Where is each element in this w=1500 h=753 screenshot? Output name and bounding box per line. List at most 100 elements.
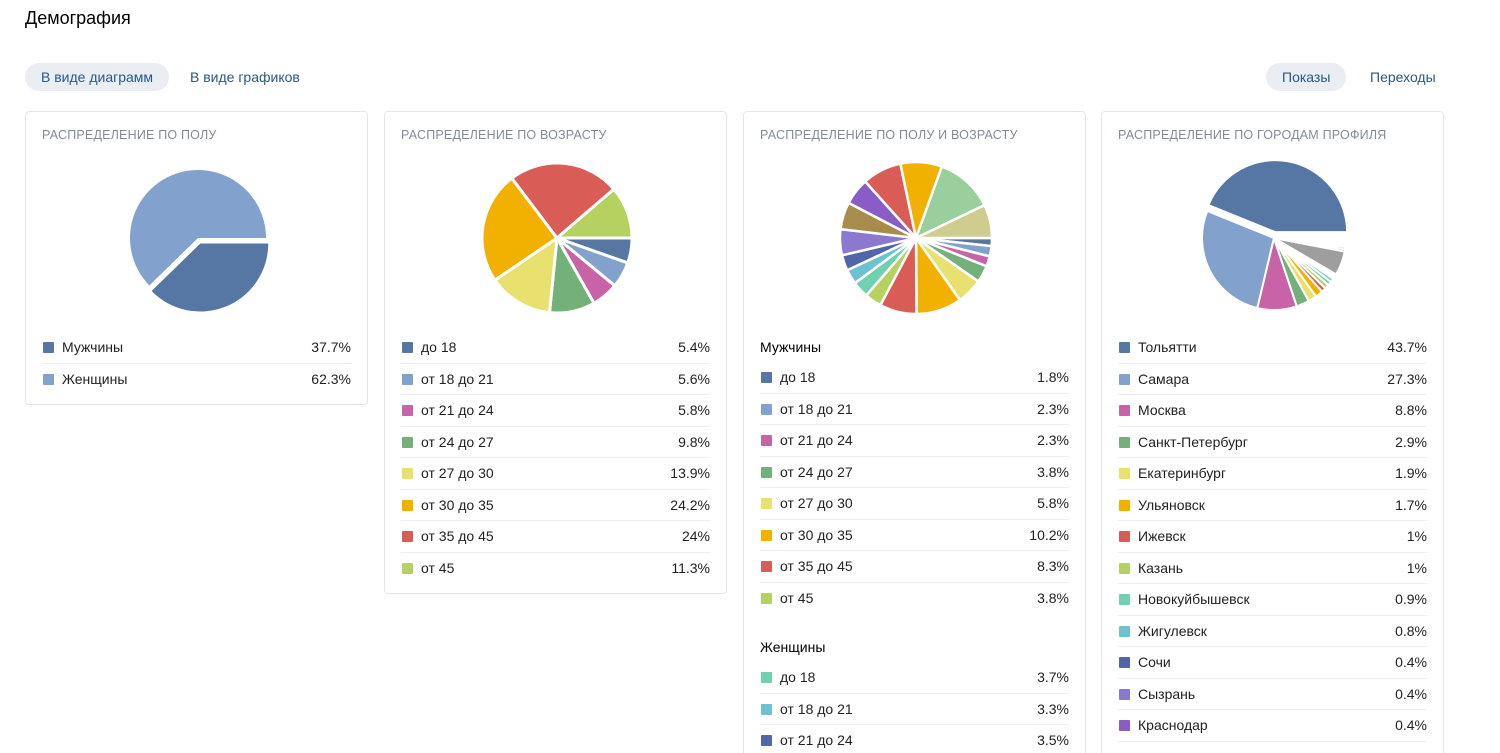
- legend-swatch: [1119, 657, 1130, 668]
- legend-label: от 27 до 30: [421, 465, 494, 481]
- legend-label: от 27 до 30: [780, 495, 853, 511]
- legend-value: 3.5%: [1037, 732, 1069, 748]
- legend-label: от 21 до 24: [421, 402, 494, 418]
- cities-legend-item[interactable]: Краснодар 0.4%: [1118, 710, 1427, 742]
- pie-slice-от-27-до-30[interactable]: [493, 236, 559, 315]
- legend-value: 8.8%: [1395, 402, 1427, 418]
- legend-swatch: [1119, 499, 1130, 511]
- cities-legend-item[interactable]: Казань 1%: [1118, 553, 1427, 584]
- legend-value: 0.4%: [1395, 717, 1427, 733]
- legend-label: от 35 до 45: [421, 528, 494, 544]
- pie-slice-от-45[interactable]: [555, 187, 634, 240]
- age-legend-item[interactable]: от 18 до 21 5.6%: [401, 364, 710, 395]
- gender-age-legend-item[interactable]: от 27 до 30 5.8%: [760, 488, 1069, 520]
- legend-label: Краснодар: [1138, 717, 1208, 733]
- legend-value: 1.9%: [1395, 465, 1427, 481]
- cities-legend-item[interactable]: Новокуйбышевск 0.9%: [1118, 584, 1427, 616]
- pie-slice-от-35-до-45[interactable]: [510, 161, 616, 240]
- legend-value: 11.3%: [671, 559, 710, 576]
- legend-swatch: [761, 592, 772, 604]
- clicks-tab[interactable]: Переходы: [1370, 69, 1436, 85]
- legend-value: 37.7%: [311, 339, 351, 355]
- legend-swatch: [761, 435, 772, 446]
- legend-label: от 35 до 45: [780, 558, 853, 574]
- gender-age-pie-chart: [838, 160, 994, 316]
- pie-slice-тольятти[interactable]: [1207, 159, 1349, 234]
- legend-label: Тольятти: [1138, 339, 1197, 355]
- legend-value: 0.4%: [1395, 654, 1427, 670]
- legend-value: 1.7%: [1395, 496, 1427, 513]
- legend-value: 5.8%: [1037, 495, 1069, 511]
- legend-value: 5.6%: [678, 370, 710, 387]
- view-graphs-tab[interactable]: В виде графиков: [190, 69, 300, 85]
- legend-swatch: [1119, 594, 1130, 605]
- age-legend-item[interactable]: от 30 до 35 24.2%: [401, 490, 710, 521]
- gender-age-legend-item[interactable]: от 45 3.8%: [760, 583, 1069, 615]
- gender-legend-item[interactable]: Мужчины 37.7%: [42, 332, 351, 364]
- gender-age-legend-item[interactable]: от 21 до 24 2.3%: [760, 425, 1069, 457]
- cities-legend-item[interactable]: Сызрань 0.4%: [1118, 679, 1427, 710]
- pie-slice-women-other-7[interactable]: [914, 203, 994, 240]
- gender-age-legend-item[interactable]: от 30 до 35 10.2%: [760, 520, 1069, 551]
- cities-legend-item[interactable]: Ижевск 1%: [1118, 521, 1427, 553]
- legend-label: Ижевск: [1138, 528, 1186, 544]
- legend-value: 43.7%: [1387, 339, 1427, 355]
- gender-age-legend-item[interactable]: от 35 до 45 8.3%: [760, 551, 1069, 583]
- legend-value: 3.7%: [1037, 669, 1069, 685]
- cities-legend-item[interactable]: Тольятти 43.7%: [1118, 332, 1427, 364]
- legend-label: от 30 до 35: [421, 496, 494, 513]
- gender-age-legend-item[interactable]: от 21 до 24 3.5%: [760, 725, 1069, 753]
- legend-value: 13.9%: [670, 465, 710, 481]
- cities-legend-item[interactable]: Санкт-Петербург 2.9%: [1118, 427, 1427, 458]
- gender-age-legend-item[interactable]: от 18 до 21 2.3%: [760, 394, 1069, 425]
- legend-label: Мужчины: [62, 339, 124, 355]
- cities-legend-item[interactable]: Сочи 0.4%: [1118, 647, 1427, 679]
- cities-legend-item[interactable]: Москва 8.8%: [1118, 395, 1427, 427]
- impressions-tab[interactable]: Показы: [1266, 63, 1347, 91]
- gender-age-legend-item[interactable]: до 18 3.7%: [760, 662, 1069, 694]
- pie-slice-от-30-до-35[interactable]: [480, 176, 559, 282]
- legend-swatch: [402, 405, 413, 416]
- legend-label: от 18 до 21: [421, 370, 494, 387]
- legend-swatch: [402, 562, 413, 574]
- legend-label: Сызрань: [1138, 685, 1196, 702]
- gender-legend-item[interactable]: Женщины 62.3%: [42, 364, 351, 396]
- legend-label: Москва: [1138, 402, 1186, 418]
- legend-swatch: [43, 373, 54, 385]
- age-legend-item[interactable]: от 45 11.3%: [401, 553, 710, 585]
- legend-swatch: [1119, 436, 1130, 448]
- view-charts-tab[interactable]: В виде диаграмм: [25, 63, 170, 91]
- pie-slice-самара[interactable]: [1201, 209, 1275, 310]
- age-legend-item[interactable]: от 35 до 45 24%: [401, 521, 710, 553]
- legend-swatch: [761, 672, 772, 683]
- legend-label: от 21 до 24: [780, 432, 853, 448]
- pie-slice-мужчины[interactable]: [151, 243, 269, 312]
- age-legend-item[interactable]: от 21 до 24 5.8%: [401, 395, 710, 427]
- gender-age-card: РАСПРЕДЕЛЕНИЕ ПО ПОЛУ И ВОЗРАСТУ Мужчины…: [743, 111, 1086, 753]
- age-legend-item[interactable]: от 27 до 30 13.9%: [401, 458, 710, 490]
- legend-value: 5.4%: [678, 339, 710, 355]
- legend-label: Казань: [1138, 559, 1184, 576]
- gender-age-legend-item[interactable]: от 24 до 27 3.8%: [760, 457, 1069, 488]
- age-legend-item[interactable]: от 24 до 27 9.8%: [401, 427, 710, 458]
- legend-label: Женщины: [62, 370, 128, 387]
- cities-legend-item[interactable]: Ульяновск 1.7%: [1118, 490, 1427, 521]
- age-card-title: РАСПРЕДЕЛЕНИЕ ПО ВОЗРАСТУ: [401, 128, 607, 142]
- legend-value: 0.9%: [1395, 591, 1427, 607]
- legend-label: до 18: [780, 669, 816, 685]
- gender-age-legend-item[interactable]: от 18 до 21 3.3%: [760, 694, 1069, 725]
- legend-value: 0.4%: [1395, 685, 1427, 702]
- legend-label: от 45: [780, 589, 814, 606]
- cities-legend-item[interactable]: Самара 27.3%: [1118, 364, 1427, 395]
- gender-age-legend-item[interactable]: до 18 1.8%: [760, 362, 1069, 394]
- cities-card: РАСПРЕДЕЛЕНИЕ ПО ГОРОДАМ ПРОФИЛЯ Тольятт…: [1101, 111, 1444, 753]
- legend-swatch: [1119, 562, 1130, 574]
- pie-slice-other-city-8[interactable]: [1273, 237, 1347, 241]
- legend-swatch: [761, 561, 772, 572]
- cities-pie-chart: [1201, 159, 1349, 311]
- legend-swatch: [402, 499, 413, 511]
- age-legend-item[interactable]: до 18 5.4%: [401, 332, 710, 364]
- pie-slice-женщины[interactable]: [129, 169, 266, 286]
- cities-legend-item[interactable]: Жигулевск 0.8%: [1118, 616, 1427, 647]
- cities-legend-item[interactable]: Екатеринбург 1.9%: [1118, 458, 1427, 490]
